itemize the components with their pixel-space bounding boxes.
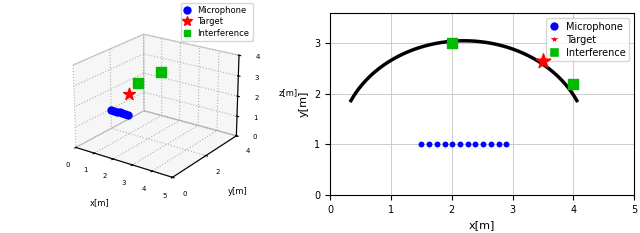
Y-axis label: y[m]: y[m] — [228, 187, 248, 196]
Legend: Microphone, Target, Interference: Microphone, Target, Interference — [546, 18, 629, 62]
Point — [486, 143, 496, 146]
Point — [447, 143, 458, 146]
X-axis label: x[m]: x[m] — [469, 220, 495, 230]
Point — [447, 41, 457, 45]
Point — [463, 143, 473, 146]
Point — [478, 143, 488, 146]
Y-axis label: y[m]: y[m] — [299, 91, 308, 117]
Point — [470, 143, 481, 146]
Point — [432, 143, 442, 146]
Point — [424, 143, 434, 146]
Point — [538, 59, 548, 63]
Legend: Microphone, Target, Interference: Microphone, Target, Interference — [180, 3, 253, 41]
Point — [493, 143, 504, 146]
Point — [455, 143, 465, 146]
Point — [416, 143, 426, 146]
Point — [440, 143, 450, 146]
X-axis label: x[m]: x[m] — [90, 198, 109, 207]
Point — [501, 143, 511, 146]
Point — [568, 82, 579, 86]
